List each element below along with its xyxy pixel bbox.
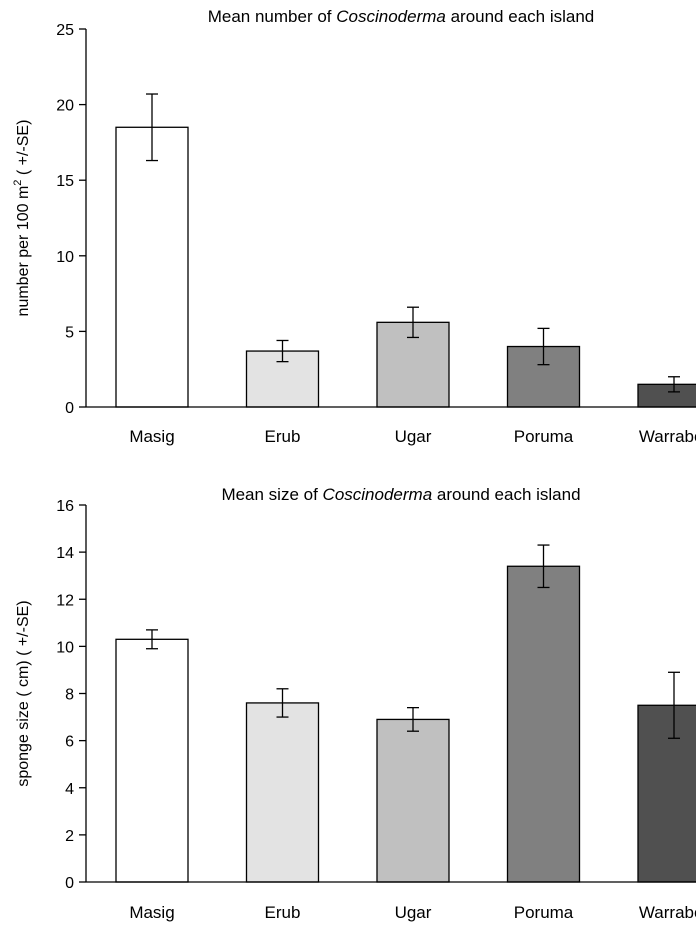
panel-number-per-area: Mean number of Coscinoderma around each … — [12, 7, 696, 446]
y-tick-label: 8 — [65, 687, 74, 704]
y-tick-label: 16 — [56, 498, 74, 515]
bar-warraber — [637, 704, 696, 883]
x-tick-label-erub: Erub — [265, 903, 301, 922]
x-tick-label-masig: Masig — [129, 903, 174, 922]
chart-title-prefix: Mean number of — [208, 7, 337, 26]
x-tick-label-warraber: Warraber — [639, 903, 696, 922]
y-tick-label: 2 — [65, 828, 74, 845]
chart-title: Mean number of Coscinoderma around each … — [208, 7, 595, 26]
bar-ugar — [376, 718, 450, 883]
y-tick-label: 0 — [65, 400, 74, 417]
y-axis-label-main: sponge size ( cm) ( +/-SE) — [15, 600, 32, 786]
bar-warraber — [637, 383, 696, 408]
y-axis-label-main: number per 100 m — [15, 186, 32, 317]
bar-masig — [115, 126, 189, 408]
x-tick-label-erub: Erub — [265, 427, 301, 446]
x-tick-label-ugar: Ugar — [395, 903, 432, 922]
y-tick-label: 15 — [56, 173, 74, 190]
y-tick-label: 6 — [65, 734, 74, 751]
chart-title: Mean size of Coscinoderma around each is… — [221, 485, 580, 504]
y-axis-label: number per 100 m2 ( +/-SE) — [12, 120, 32, 317]
bar-masig — [115, 638, 189, 883]
bar-poruma — [506, 565, 581, 883]
y-axis-label: sponge size ( cm) ( +/-SE) — [15, 600, 32, 786]
y-tick-label: 14 — [56, 545, 74, 562]
y-tick-label: 10 — [56, 249, 74, 266]
chart-title-suffix: around each island — [432, 485, 580, 504]
x-tick-label-poruma: Poruma — [514, 903, 574, 922]
y-tick-label: 25 — [56, 22, 74, 39]
x-tick-label-warraber: Warraber — [639, 427, 696, 446]
y-tick-label: 20 — [56, 98, 74, 115]
chart-title-prefix: Mean size of — [221, 485, 322, 504]
x-tick-label-poruma: Poruma — [514, 427, 574, 446]
bar-erub — [245, 702, 320, 883]
chart-title-genus: Coscinoderma — [336, 7, 446, 26]
x-tick-label-masig: Masig — [129, 427, 174, 446]
x-tick-label-ugar: Ugar — [395, 427, 432, 446]
y-tick-label: 4 — [65, 781, 74, 798]
panel-sponge-size: Mean size of Coscinoderma around each is… — [15, 485, 696, 922]
chart-title-genus: Coscinoderma — [323, 485, 433, 504]
y-axis-label-tail: ( +/-SE) — [15, 120, 32, 180]
y-tick-label: 0 — [65, 875, 74, 892]
y-axis-label-sup: 2 — [12, 180, 24, 186]
y-tick-label: 5 — [65, 324, 74, 341]
chart-title-suffix: around each island — [446, 7, 594, 26]
y-tick-label: 12 — [56, 592, 74, 609]
y-tick-label: 10 — [56, 639, 74, 656]
